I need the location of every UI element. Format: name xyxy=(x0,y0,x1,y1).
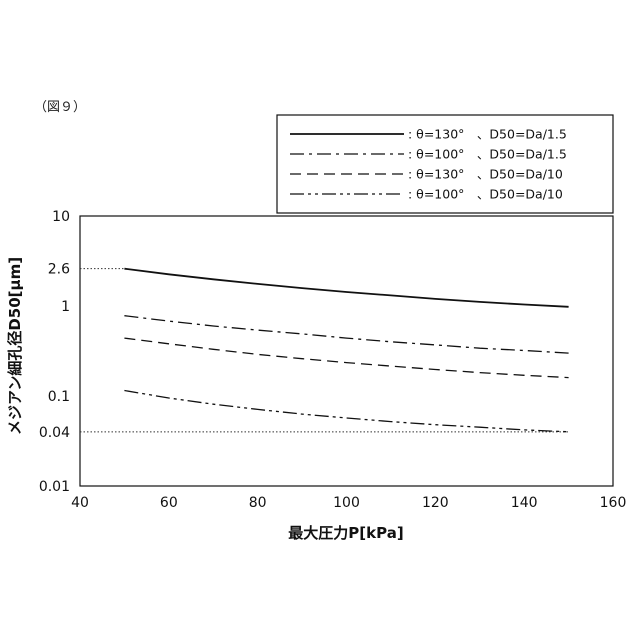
legend-label: : θ=100° 、D50=Da/1.5 xyxy=(408,147,567,162)
x-tick-label: 160 xyxy=(600,495,627,511)
x-tick-label: 60 xyxy=(160,495,178,511)
y-tick-label: 0.01 xyxy=(39,479,70,495)
x-tick-label: 80 xyxy=(249,495,267,511)
legend: : θ=130° 、D50=Da/1.5 : θ=100° 、D50=Da/1.5… xyxy=(277,115,613,213)
x-tick-label: 140 xyxy=(511,495,538,511)
y-tick-label: 1 xyxy=(61,299,70,315)
y-tick-labels: 10 2.6 1 0.1 0.04 0.01 xyxy=(39,209,70,495)
x-axis-title: 最大圧力P[kPa] xyxy=(288,524,403,542)
legend-label: : θ=130° 、D50=Da/1.5 xyxy=(408,127,567,142)
x-tick-labels: 40 60 80 100 120 140 160 xyxy=(71,495,626,511)
y-tick-label: 10 xyxy=(52,209,70,225)
legend-label: : θ=100° 、D50=Da/10 xyxy=(408,187,563,202)
y-axis-title: メジアン細孔径D50[μm] xyxy=(6,257,24,435)
y-tick-label: 0.1 xyxy=(48,389,70,405)
x-tick-label: 120 xyxy=(422,495,449,511)
x-tick-label: 40 xyxy=(71,495,89,511)
legend-label: : θ=130° 、D50=Da/10 xyxy=(408,167,563,182)
y-tick-label: 0.04 xyxy=(39,425,70,441)
x-tick-label: 100 xyxy=(333,495,360,511)
y-tick-label: 2.6 xyxy=(48,262,70,278)
